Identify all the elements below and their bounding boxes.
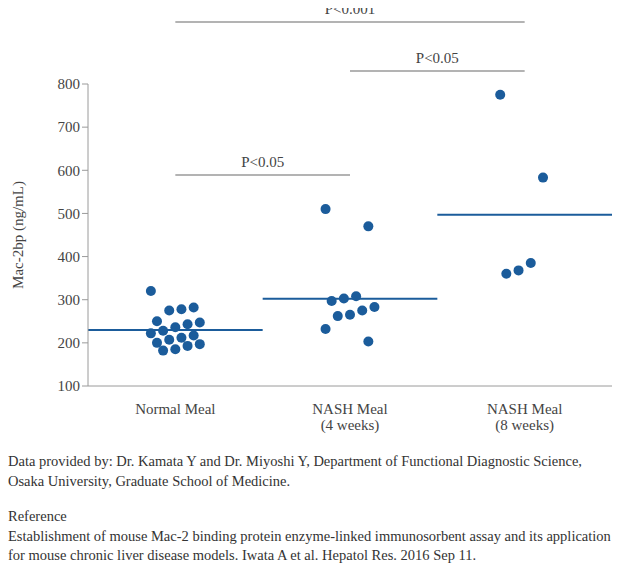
svg-text:200: 200 bbox=[58, 335, 81, 351]
html-text:Reference: Reference bbox=[8, 508, 67, 525]
svg-text:800: 800 bbox=[58, 76, 81, 92]
svg-text:400: 400 bbox=[58, 249, 81, 265]
svg-text:300: 300 bbox=[58, 292, 81, 308]
svg-text:700: 700 bbox=[58, 119, 81, 135]
svg-text:NASH Meal(4 weeks): NASH Meal(4 weeks) bbox=[312, 401, 387, 434]
svg-text:600: 600 bbox=[58, 163, 81, 179]
svg-text:500: 500 bbox=[58, 206, 81, 222]
svg-text:NASH Meal(8 weeks): NASH Meal(8 weeks) bbox=[487, 401, 562, 434]
svg-text:100: 100 bbox=[58, 378, 81, 394]
html-text:Establishment of mouse Mac-2 b: Establishment of mouse Mac-2 binding pro… bbox=[8, 527, 611, 564]
svg-text:P<0.05: P<0.05 bbox=[241, 154, 284, 170]
html-text:Data provided by: Dr. Kamata Y: Data provided by: Dr. Kamata Y and Dr. M… bbox=[8, 453, 582, 489]
svg-text:Mac-2bp (ng/mL): Mac-2bp (ng/mL) bbox=[10, 181, 27, 289]
svg-text:P<0.05: P<0.05 bbox=[416, 50, 459, 66]
svg-text:P<0.001: P<0.001 bbox=[325, 8, 376, 17]
svg-text:Normal Meal: Normal Meal bbox=[135, 401, 215, 417]
